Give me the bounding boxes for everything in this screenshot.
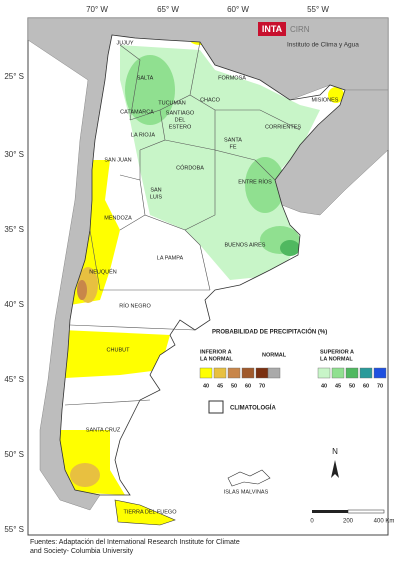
legend-swatch — [199, 367, 213, 379]
scale-label: 0 — [310, 519, 314, 525]
legend-value: 45 — [335, 383, 341, 389]
legend-above-label: LA NORMAL — [320, 356, 353, 362]
logo-box — [258, 22, 286, 36]
legend-swatch — [241, 367, 255, 379]
latitude-label: 50° S — [4, 450, 24, 459]
logo: INTA CIRN Instituto de Clima y Agua — [258, 22, 359, 49]
province-label: SAN — [150, 187, 161, 193]
province-label: DEL — [175, 117, 186, 123]
legend-value: 45 — [217, 383, 223, 389]
logo-inta: INTA — [262, 24, 283, 34]
province-label: RÍO NEGRO — [119, 302, 151, 309]
legend-value: 40 — [203, 383, 209, 389]
latitude-label: 40° S — [4, 300, 24, 309]
longitude-label: 55° W — [307, 5, 329, 14]
scale-bar — [312, 510, 348, 513]
source-line: and Society- Columbia University — [30, 548, 134, 555]
legend-title: PROBABILIDAD DE PRECIPITACIÓN (%) — [212, 328, 327, 336]
province-label: SAN JUAN — [104, 157, 131, 163]
legend-below-label: INFERIOR A — [200, 349, 232, 355]
legend-above-label: SUPERIOR A — [320, 349, 354, 355]
legend-normal: NORMAL — [262, 352, 287, 358]
province-label: JUJUY — [116, 40, 133, 46]
province-label: FORMOSA — [218, 75, 246, 81]
area-above-45 — [245, 157, 285, 213]
logo-cirn: CIRN — [290, 25, 310, 34]
tierra-del-fuego — [114, 499, 176, 526]
scale-label: 200 — [343, 519, 354, 525]
province-label: ISLAS MALVINAS — [224, 489, 269, 495]
legend-value: 70 — [377, 383, 383, 389]
province-label: TIERRA DEL FUEGO — [124, 509, 178, 515]
latitude-label: 25° S — [4, 72, 24, 81]
province-label: ENTRE RÍOS — [238, 178, 272, 185]
longitude-label: 60° W — [227, 5, 249, 14]
legend-climatology: CLIMATOLOGÍA — [230, 404, 276, 412]
province-label: FE — [229, 144, 236, 150]
legend-value: 60 — [245, 383, 251, 389]
province-label: SALTA — [137, 75, 154, 81]
province-label: BUENOS AIRES — [225, 242, 266, 248]
scale-label: 400 Km — [374, 519, 395, 525]
latitude-label: 30° S — [4, 150, 24, 159]
scale-bar — [347, 509, 385, 514]
province-label: SANTA — [224, 137, 242, 143]
area-above-50 — [280, 240, 300, 256]
province-label: NEUQUÉN — [89, 268, 117, 275]
area-below-50 — [77, 280, 87, 300]
province-label: CÓRDOBA — [176, 164, 204, 171]
legend-swatch — [359, 367, 373, 379]
malvinas — [227, 469, 271, 487]
legend-swatch — [345, 367, 359, 379]
province-label: MENDOZA — [104, 215, 132, 221]
latitude-label: 55° S — [4, 525, 24, 534]
legend-swatch — [331, 367, 345, 379]
province-label: SANTA CRUZ — [86, 427, 121, 433]
north-label: N — [332, 447, 338, 456]
area-below-45 — [70, 463, 100, 487]
longitude-label: 70° W — [86, 5, 108, 14]
legend-swatch — [255, 367, 269, 379]
area-below-40 — [328, 87, 344, 103]
probability-areas — [60, 35, 344, 495]
legend-value: 70 — [259, 383, 265, 389]
province-label: CATAMARCA — [120, 109, 154, 115]
legend-value: 60 — [363, 383, 369, 389]
province-label: SANTIAGO — [166, 110, 195, 116]
legend-swatch — [317, 367, 331, 379]
province-label: MISIONES — [312, 97, 339, 103]
legend-swatch — [213, 367, 227, 379]
legend-value: 50 — [231, 383, 237, 389]
area-above-45 — [125, 55, 175, 125]
north-arrow — [331, 460, 339, 478]
province-label: CHUBUT — [107, 347, 131, 353]
logo-institute: Instituto de Clima y Agua — [287, 42, 359, 49]
source-line: Fuentes: Adaptación del International Re… — [30, 539, 240, 546]
climatology-swatch — [208, 400, 224, 414]
province-borders — [64, 41, 301, 406]
province-label: LA PAMPA — [157, 255, 184, 261]
legend-below-label: LA NORMAL — [200, 356, 233, 362]
longitude-label: 65° W — [157, 5, 179, 14]
province-label: LUIS — [150, 194, 163, 200]
latitude-label: 45° S — [4, 375, 24, 384]
province-label: TUCUMAN — [158, 100, 186, 106]
province-label: LA RIOJA — [131, 132, 155, 138]
area-below-40 — [62, 330, 170, 378]
province-label: ESTERO — [169, 124, 192, 130]
legend-value: 40 — [321, 383, 327, 389]
province-label: CHACO — [200, 97, 221, 103]
province-label: CORRIENTES — [265, 124, 301, 130]
latitude-label: 35° S — [4, 225, 24, 234]
legend-swatch — [373, 367, 387, 379]
legend-value: 50 — [349, 383, 355, 389]
legend-swatch — [267, 367, 281, 379]
legend-swatch — [227, 367, 241, 379]
